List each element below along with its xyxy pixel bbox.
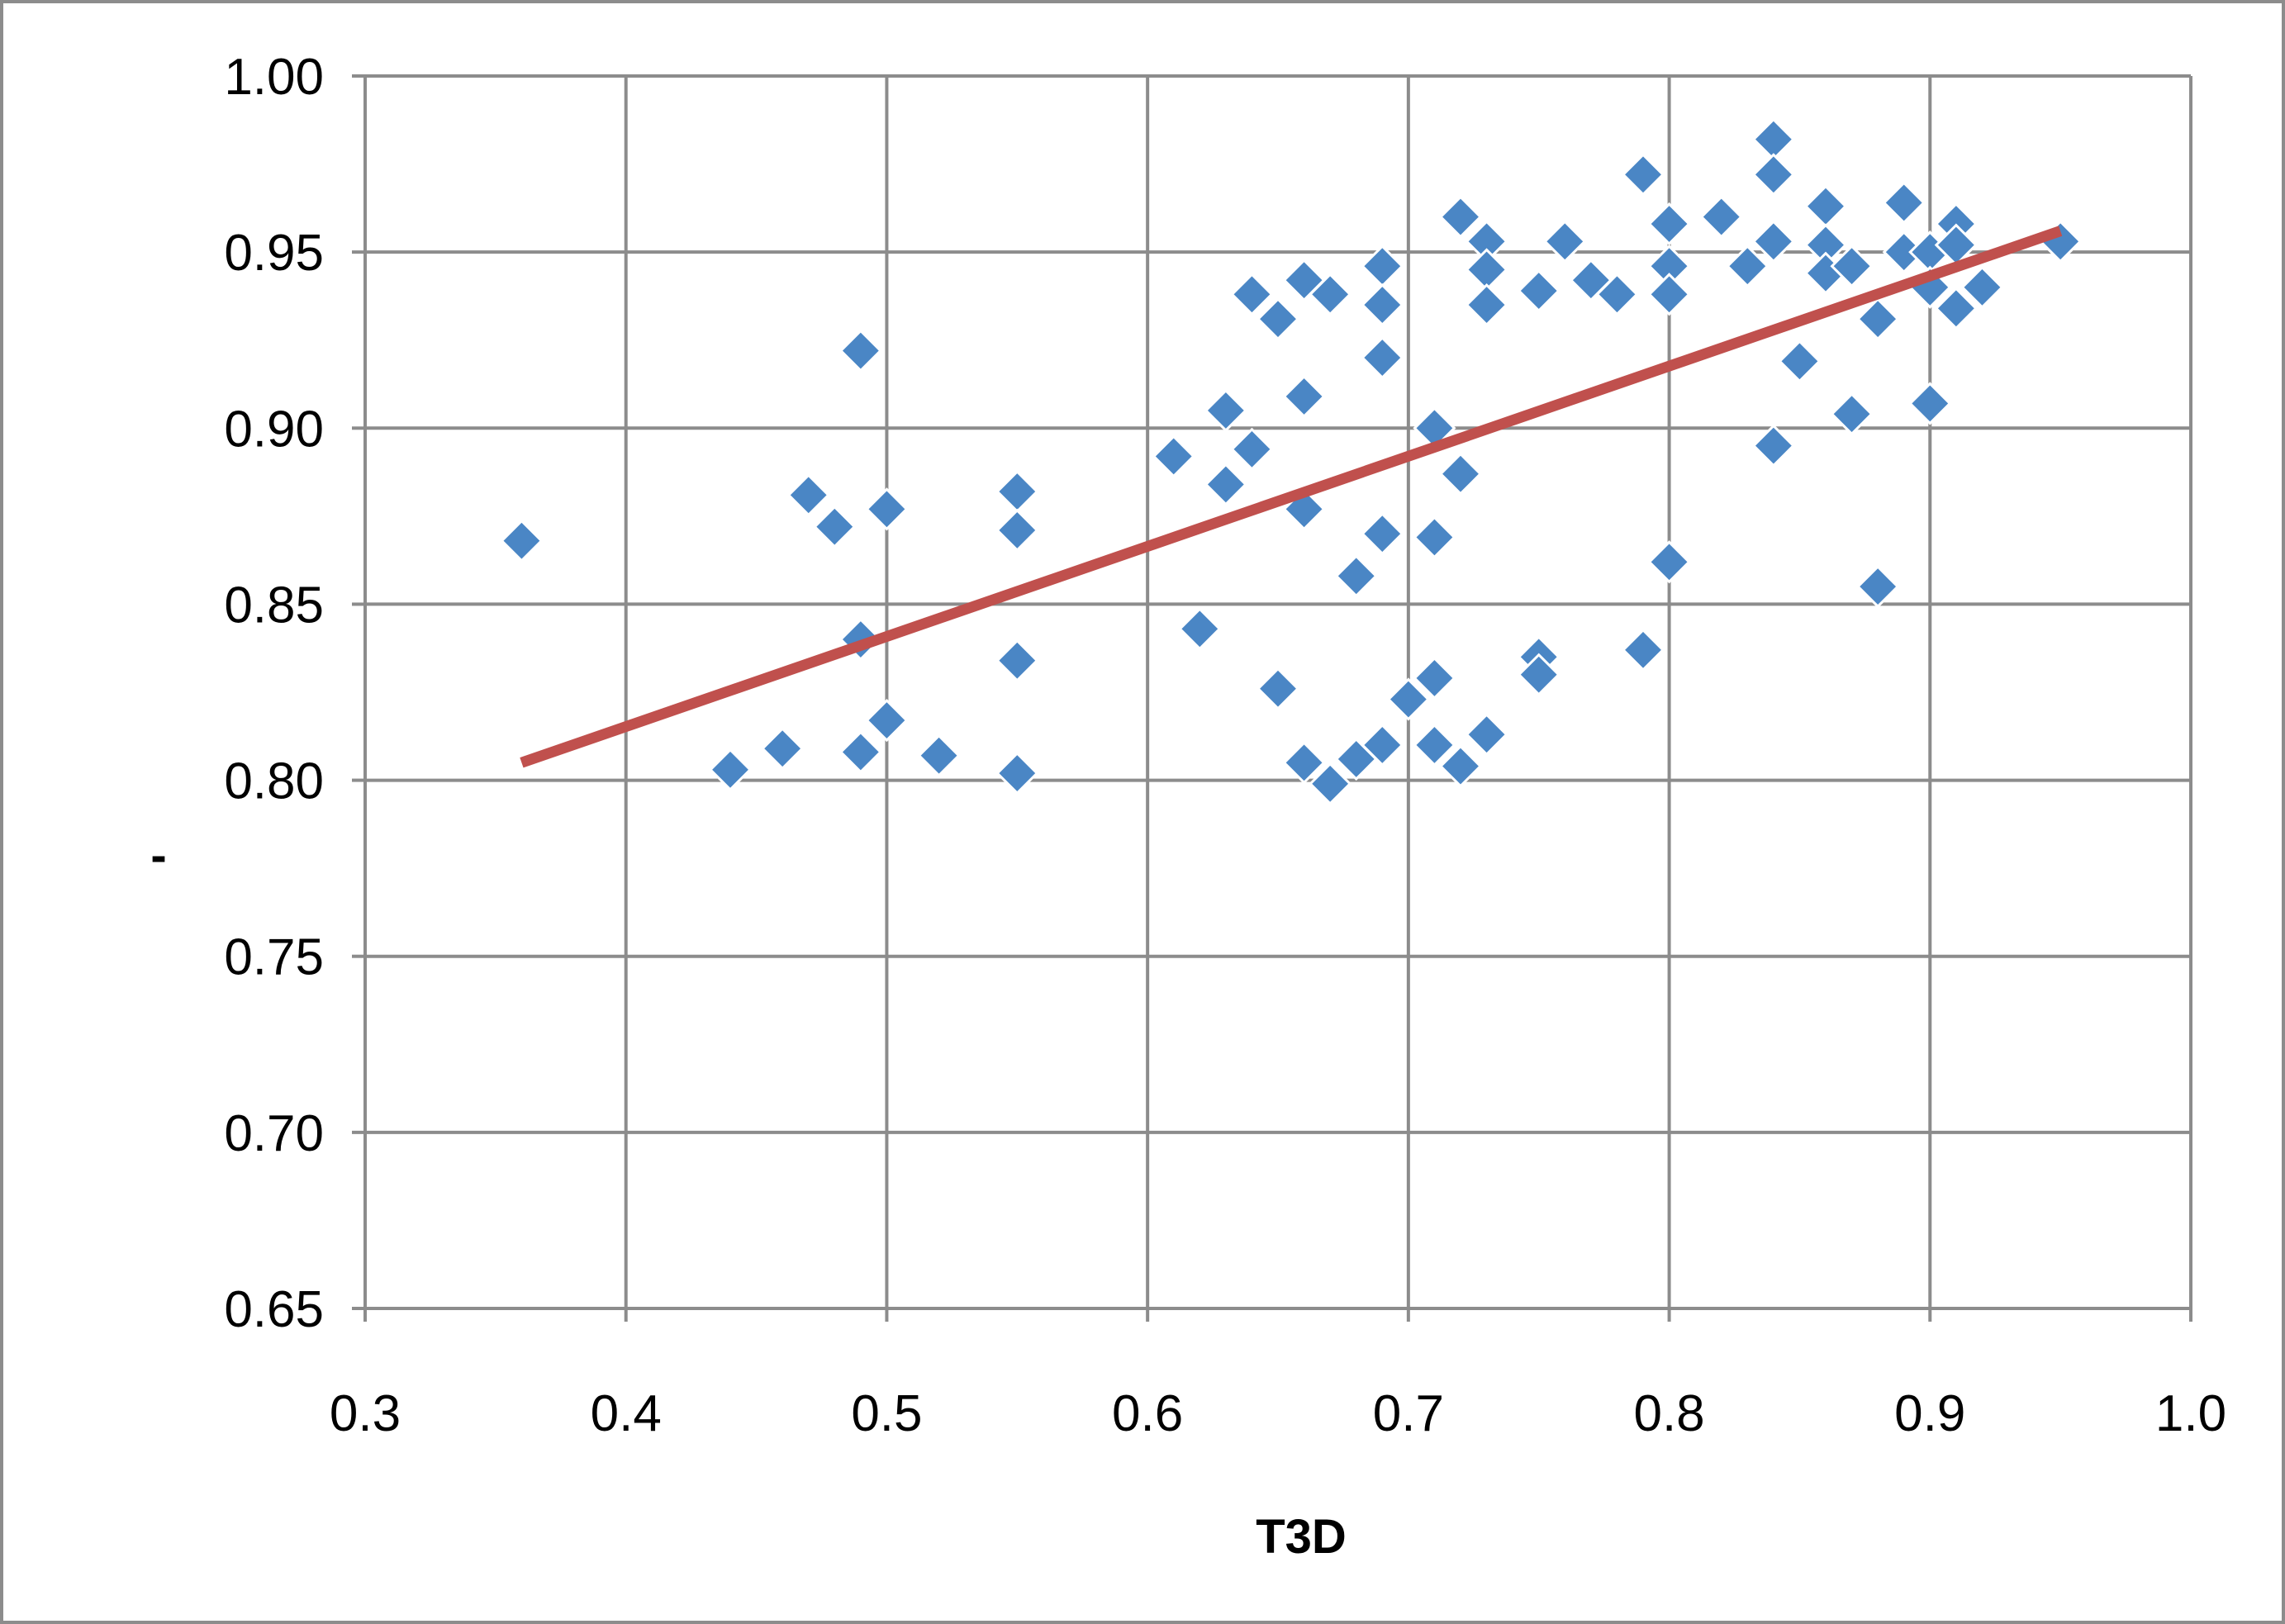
data-point (2039, 220, 2083, 264)
data-point (1830, 392, 1874, 436)
data-point (1699, 195, 1743, 239)
x-tick-label: 0.3 (330, 1385, 401, 1442)
data-point (1647, 273, 1691, 316)
data-point (1856, 297, 1900, 341)
data-point (1309, 762, 1352, 805)
data-point (1282, 374, 1326, 419)
x-tick-label: 1.0 (2155, 1385, 2226, 1442)
data-point (865, 698, 909, 743)
data-point (1517, 268, 1561, 313)
data-point (1334, 554, 1378, 598)
data-point (1465, 713, 1508, 757)
data-point (1856, 564, 1900, 609)
data-point (1908, 382, 1952, 425)
data-point (708, 748, 753, 791)
y-tick-label: 0.95 (224, 225, 324, 282)
data-point (1413, 723, 1456, 767)
trendline (520, 226, 2063, 768)
data-point (1803, 184, 1848, 228)
y-tick-labels: 0.65 0.70 0.75 0.80 0.85 0.90 0.95 1.00 (224, 49, 324, 1338)
data-point (1152, 434, 1195, 478)
data-point (838, 329, 882, 373)
data-point (1830, 245, 1874, 288)
data-point (1647, 540, 1691, 584)
x-axis-title: T3D (1256, 1510, 1347, 1564)
axes (363, 76, 2191, 1310)
x-tick-label: 0.7 (1373, 1385, 1444, 1442)
y-tick-label: 0.65 (224, 1281, 324, 1338)
data-point (1778, 340, 1822, 383)
data-points (500, 117, 2083, 805)
data-point (1361, 283, 1404, 327)
data-point (1595, 273, 1639, 316)
y-tick-label: 1.00 (224, 49, 324, 106)
data-point (865, 487, 909, 531)
data-point (1438, 195, 1483, 239)
data-point (1621, 628, 1665, 672)
data-point (995, 469, 1039, 514)
data-point (813, 505, 857, 548)
data-point (1934, 287, 1978, 330)
data-point (1751, 424, 1795, 468)
data-point (1465, 283, 1508, 327)
data-point (1361, 335, 1404, 380)
data-point (995, 639, 1039, 682)
x-tick-label: 0.4 (591, 1385, 662, 1442)
data-point (1386, 677, 1430, 721)
data-point (1282, 741, 1326, 785)
horizontal-gridlines (352, 74, 2191, 1310)
data-point (1960, 265, 2004, 309)
data-point (1751, 220, 1795, 264)
data-point (1751, 153, 1795, 197)
data-point (995, 751, 1039, 795)
data-point (1726, 245, 1770, 288)
x-tick-labels: 0.3 0.4 0.5 0.6 0.7 0.8 0.9 1.0 (330, 1385, 2226, 1442)
x-tick-label: 0.6 (1112, 1385, 1183, 1442)
x-tick-label: 0.9 (1894, 1385, 1965, 1442)
x-tick-label: 0.8 (1633, 1385, 1704, 1442)
data-point (1543, 220, 1587, 264)
data-point (1647, 202, 1691, 246)
y-tick-label: 0.75 (224, 929, 324, 986)
data-point (1230, 273, 1274, 316)
y-tick-label: 0.90 (224, 401, 324, 458)
data-point (1413, 515, 1456, 559)
data-point (1204, 388, 1247, 433)
y-tick-label: 0.70 (224, 1105, 324, 1162)
data-point (1413, 656, 1456, 700)
trendline-group (520, 226, 2063, 768)
data-point (1438, 744, 1483, 788)
data-point (1256, 667, 1300, 710)
y-tick-label: 0.80 (224, 753, 324, 810)
data-point (761, 727, 805, 771)
data-point (1361, 512, 1404, 556)
data-point (1178, 607, 1222, 651)
data-point (1517, 653, 1561, 696)
data-point (838, 730, 882, 774)
y-tick-label: 0.85 (224, 577, 324, 634)
data-point (1621, 153, 1665, 197)
data-point (1230, 427, 1274, 471)
data-point (1438, 452, 1483, 496)
data-point (1882, 181, 1926, 225)
data-point (1361, 723, 1404, 767)
data-point (995, 508, 1039, 553)
data-point (1256, 297, 1300, 341)
x-tick-label: 0.5 (851, 1385, 922, 1442)
data-point (786, 473, 830, 517)
data-point (500, 519, 544, 563)
data-point (1309, 273, 1352, 316)
y-axis-title: - (150, 829, 166, 882)
data-point (1204, 463, 1247, 506)
data-point (917, 734, 961, 777)
